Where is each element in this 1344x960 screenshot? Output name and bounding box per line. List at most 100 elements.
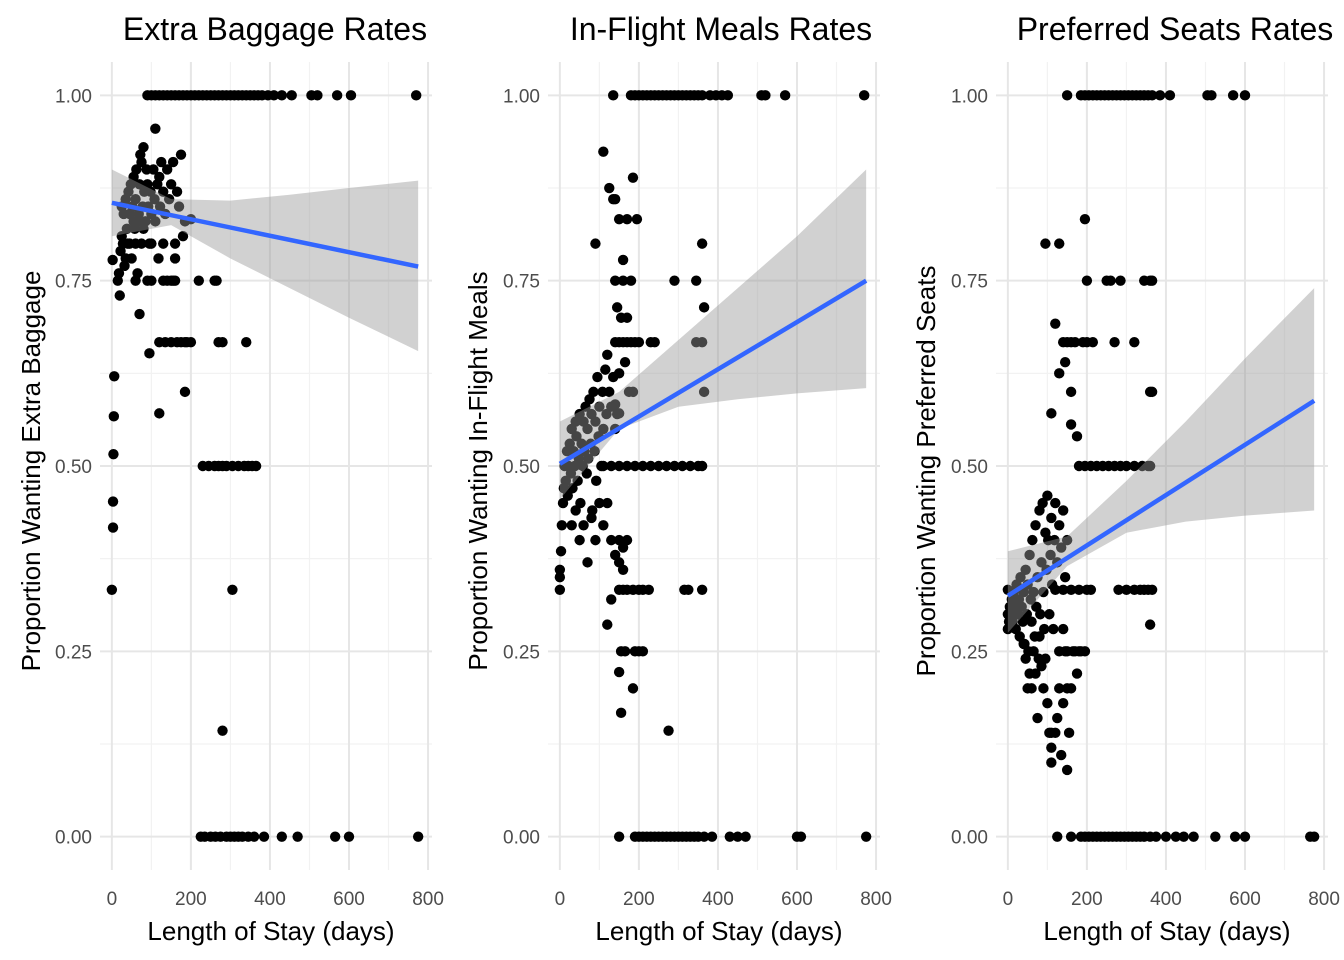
confidence-band [559, 169, 867, 500]
data-point [669, 460, 680, 472]
data-point [582, 557, 593, 568]
data-point [627, 386, 639, 398]
data-point [1036, 557, 1047, 568]
x-tick-label: 600 [1229, 889, 1261, 910]
data-point [1032, 712, 1043, 724]
data-point [1054, 238, 1065, 249]
data-point [572, 475, 583, 487]
data-point [592, 371, 603, 383]
data-point [604, 182, 615, 194]
data-point [722, 90, 734, 101]
data-point [706, 831, 718, 842]
x-tick-label: 400 [254, 889, 286, 910]
data-point [146, 238, 157, 249]
data-point [1146, 90, 1158, 101]
data-point [169, 275, 181, 286]
y-tick-label: 0.75 [55, 272, 92, 293]
data-point [617, 254, 629, 266]
data-point [860, 831, 872, 842]
y-tick-label: 0.50 [55, 457, 92, 478]
data-point [1056, 542, 1067, 553]
data-point [1015, 571, 1026, 583]
panel-3: 0 200 400 600 800 0.00 0.25 0.50 0.75 1.00 Preferr… [911, 11, 1340, 946]
data-point [109, 371, 120, 382]
y-tick-label: 1.00 [55, 86, 92, 107]
data-point [582, 423, 593, 435]
data-point [602, 619, 613, 630]
data-point [1061, 90, 1073, 101]
y-tick-label: 0.00 [503, 828, 540, 849]
x-tick-label: 200 [175, 889, 207, 910]
data-point [609, 399, 621, 410]
data-point [598, 520, 609, 531]
data-point [161, 164, 173, 175]
data-point [643, 584, 654, 595]
data-point [1081, 275, 1093, 286]
data-point [1073, 584, 1085, 595]
data-point [106, 584, 118, 595]
data-point [121, 223, 133, 234]
data-point [169, 238, 181, 249]
data-point [1144, 460, 1156, 472]
data-point [1160, 831, 1172, 842]
data-point [621, 534, 633, 546]
data-point [571, 431, 582, 442]
data-point [130, 275, 141, 286]
data-point [1146, 275, 1158, 286]
data-point [163, 193, 175, 205]
data-point [1170, 831, 1182, 842]
data-point [217, 337, 228, 348]
data-point [241, 337, 252, 348]
data-point [107, 254, 118, 266]
data-point [567, 483, 578, 494]
data-point [613, 831, 625, 842]
data-point [1144, 619, 1156, 630]
data-point [598, 423, 609, 435]
x-tick-label: 600 [781, 889, 813, 910]
data-point [594, 497, 605, 509]
y-tick-label: 0.25 [951, 642, 988, 663]
x-tick-label: 400 [702, 889, 734, 910]
data-point [606, 460, 617, 472]
data-point [250, 460, 262, 472]
data-point [625, 275, 637, 286]
data-point [268, 90, 280, 101]
data-point [1059, 357, 1071, 368]
data-point [691, 275, 702, 286]
y-tick-label: 0.50 [503, 457, 540, 478]
data-point [1227, 90, 1239, 101]
data-point [1050, 497, 1061, 509]
data-point [329, 831, 341, 842]
x-axis-label: Length of Stay (days) [147, 916, 394, 946]
data-point [177, 231, 189, 242]
data-point [167, 156, 179, 168]
data-point [627, 683, 639, 694]
data-point [611, 302, 623, 313]
data-point [1038, 683, 1049, 694]
data-point [1121, 584, 1132, 595]
data-point [1040, 653, 1051, 664]
data-point [1206, 90, 1217, 101]
data-point [150, 123, 161, 134]
data-point [113, 268, 125, 279]
data-point [613, 666, 625, 678]
data-point [1037, 497, 1048, 509]
data-point [1046, 408, 1057, 419]
data-point [1071, 431, 1083, 442]
data-point [858, 90, 870, 101]
data-point [1042, 698, 1053, 709]
data-point [1071, 668, 1083, 679]
data-point [696, 460, 708, 472]
data-point [138, 223, 149, 234]
data-point [557, 497, 569, 509]
data-point [132, 216, 143, 227]
data-point [696, 337, 708, 348]
x-tick-label: 0 [1003, 889, 1014, 910]
data-point [1038, 586, 1049, 598]
data-point [154, 171, 165, 183]
data-point [1178, 831, 1189, 842]
data-point [154, 201, 166, 212]
data-point [169, 253, 181, 264]
data-point [619, 357, 631, 368]
